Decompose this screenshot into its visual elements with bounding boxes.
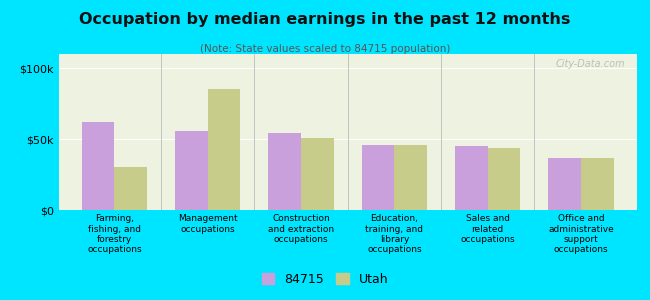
Bar [362, 145, 395, 210]
Bar [268, 134, 301, 210]
Bar [549, 158, 581, 210]
Bar [114, 167, 147, 210]
Bar [301, 138, 333, 210]
Legend: 84715, Utah: 84715, Utah [257, 268, 393, 291]
Bar [175, 130, 208, 210]
Text: City-Data.com: City-Data.com [556, 59, 625, 69]
Bar [82, 122, 114, 210]
Bar [455, 146, 488, 210]
Bar [395, 145, 427, 210]
Text: (Note: State values scaled to 84715 population): (Note: State values scaled to 84715 popu… [200, 44, 450, 53]
Bar [488, 148, 521, 210]
Bar [581, 158, 614, 210]
Bar [208, 89, 240, 210]
Text: Occupation by median earnings in the past 12 months: Occupation by median earnings in the pas… [79, 12, 571, 27]
